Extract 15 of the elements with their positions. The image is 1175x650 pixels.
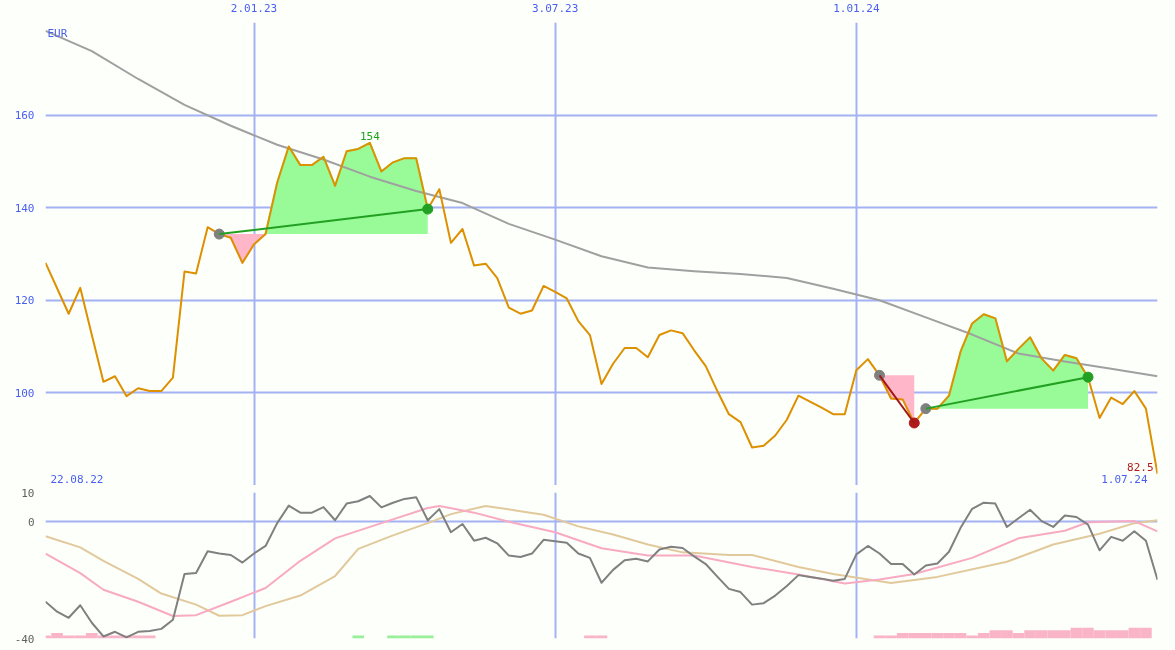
y-axis-title: EUR: [47, 26, 68, 40]
annotation: 1.07.24: [1101, 472, 1148, 486]
x-tick-label: 1.01.24: [833, 1, 880, 15]
y-tick-label: 100: [14, 386, 35, 400]
x-tick-label: 2.01.23: [230, 1, 278, 15]
y-tick-label: 0: [27, 515, 35, 529]
annotation: 154: [359, 129, 381, 143]
x-tick-label: 3.07.23: [531, 1, 579, 15]
annotation: 82.5: [1127, 460, 1154, 474]
y-tick-label: 120: [14, 294, 35, 308]
y-tick-label: 10: [21, 486, 35, 500]
y-tick-label: 160: [14, 109, 35, 123]
y-tick-label: 140: [14, 201, 35, 215]
annotation: 22.08.22: [50, 472, 104, 486]
y-tick-label: -40: [14, 632, 35, 646]
